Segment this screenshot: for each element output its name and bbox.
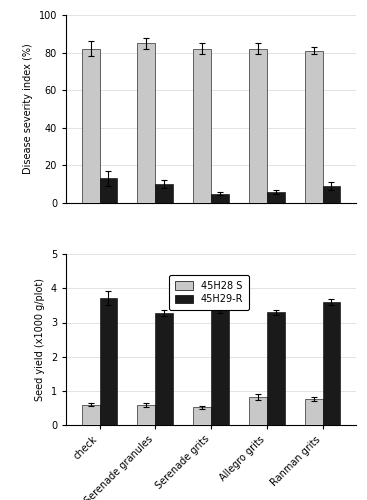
Bar (249, 397, 267, 425)
Bar (323, 186, 340, 203)
Bar (155, 184, 173, 203)
Y-axis label: Seed yield (x1000 g/plot): Seed yield (x1000 g/plot) (35, 278, 45, 401)
Y-axis label: Disease severity index (%): Disease severity index (%) (23, 44, 33, 174)
Bar (155, 313, 173, 425)
Bar (267, 192, 285, 203)
Bar (137, 405, 155, 425)
Bar (305, 400, 323, 425)
Bar (193, 407, 211, 425)
Bar (99, 298, 117, 425)
Bar (211, 194, 229, 203)
Bar (249, 49, 267, 203)
Bar (82, 404, 99, 425)
Bar (193, 49, 211, 203)
Legend: 45H28 S, 45H29-R: 45H28 S, 45H29-R (170, 274, 249, 310)
Bar (323, 302, 340, 425)
Bar (211, 306, 229, 425)
Bar (137, 43, 155, 203)
Bar (305, 50, 323, 203)
Bar (267, 312, 285, 425)
Bar (99, 178, 117, 203)
Bar (82, 49, 99, 203)
